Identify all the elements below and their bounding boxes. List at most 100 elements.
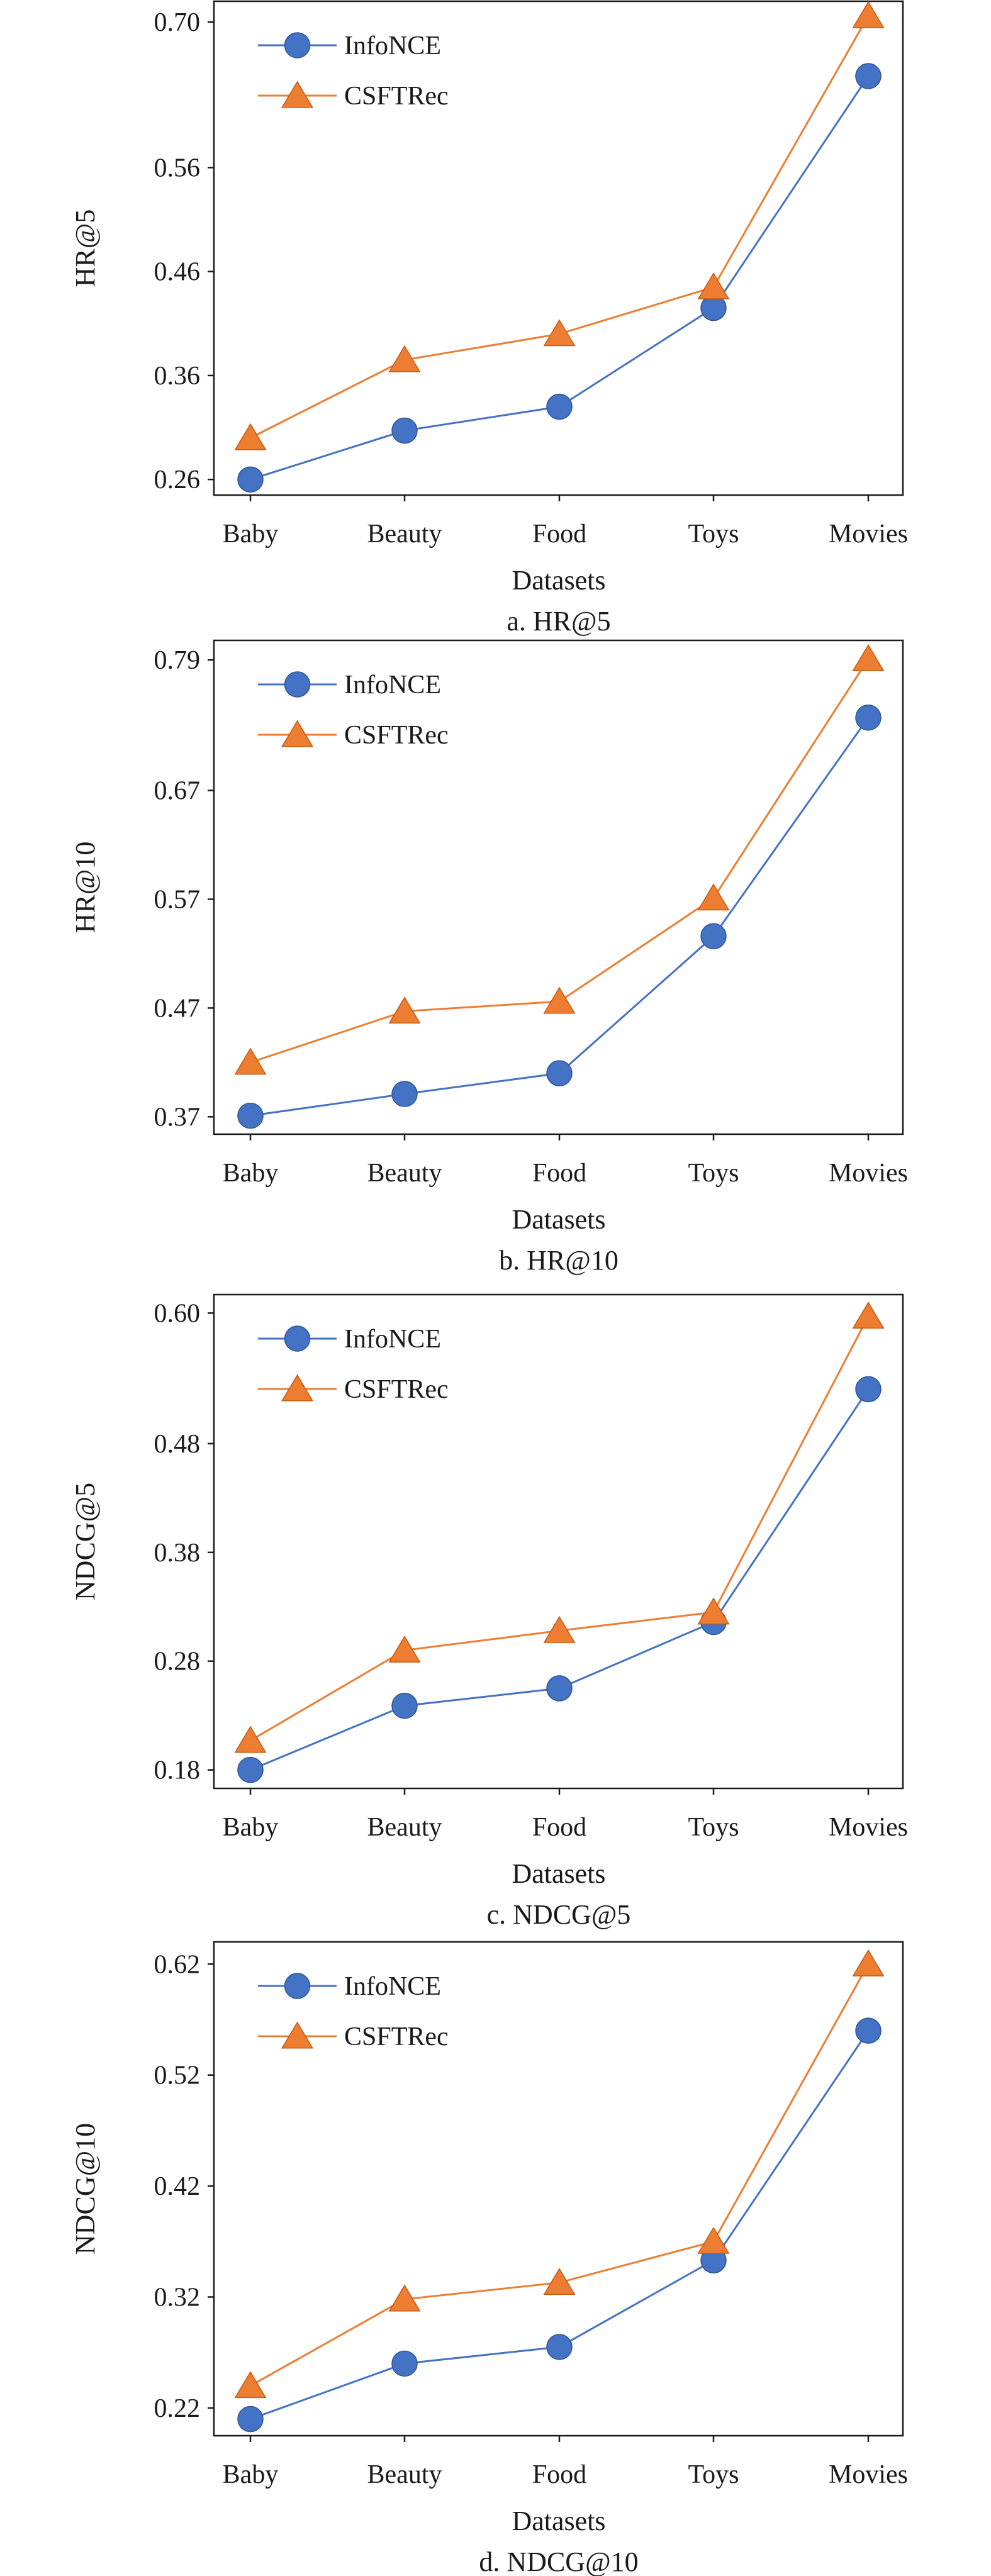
data-point-csftrec <box>697 883 730 911</box>
y-tick-label: 0.52 <box>154 2061 201 2090</box>
data-point-csftrec <box>388 1635 421 1663</box>
chart-panel-1: 0.26 0.36 0.46 0.56 0.70 Baby Beauty Food Toys Mo… <box>70 0 908 637</box>
data-point-csftrec <box>234 1726 267 1753</box>
data-point-csftrec <box>388 2284 421 2312</box>
y-axis-title: NDCG@10 <box>70 2123 101 2255</box>
data-point-infonce <box>237 2406 264 2433</box>
y-tick-label: 0.70 <box>154 8 201 37</box>
legend-marker-csftrec <box>281 81 314 108</box>
y-tick-label: 0.26 <box>154 466 201 494</box>
y-tick-label: 0.57 <box>154 886 201 915</box>
data-point-infonce <box>391 1692 418 1719</box>
data-point-csftrec <box>697 2226 730 2254</box>
legend-marker-infonce <box>284 671 311 698</box>
series-line-infonce <box>250 716 870 1117</box>
data-point-infonce <box>855 2017 882 2044</box>
x-tick-label: Movies <box>829 1159 908 1188</box>
y-tick-label: 0.38 <box>154 1539 201 1568</box>
legend-marker-csftrec <box>281 1374 314 1402</box>
legend-marker-infonce <box>284 1973 311 1999</box>
data-point-csftrec <box>697 1597 730 1625</box>
legend-label-csftrec: CSFTRec <box>344 2022 449 2051</box>
x-tick-label: Baby <box>223 520 279 549</box>
x-axis-title: Datasets <box>512 565 605 596</box>
data-point-csftrec <box>543 1615 576 1643</box>
legend-marker-infonce <box>284 32 311 59</box>
legend-label-csftrec: CSFTRec <box>344 1375 449 1404</box>
data-point-csftrec <box>234 423 267 450</box>
x-tick-label: Food <box>532 520 586 549</box>
data-point-csftrec <box>543 986 576 1014</box>
y-tick-label: 0.37 <box>154 1103 201 1132</box>
x-axis-title: Datasets <box>512 1204 605 1235</box>
x-tick-label: Movies <box>829 520 908 549</box>
data-point-infonce <box>237 1756 264 1783</box>
y-tick-label: 0.67 <box>154 777 201 806</box>
x-tick-label: Beauty <box>367 2460 442 2489</box>
x-axis-title: Datasets <box>512 2506 605 2536</box>
x-tick-label: Food <box>532 1159 586 1188</box>
y-tick-label: 0.47 <box>154 994 201 1023</box>
y-axis-title: HR@5 <box>70 209 101 287</box>
x-tick-label: Baby <box>223 1159 279 1188</box>
y-tick-label: 0.46 <box>154 258 201 287</box>
data-point-csftrec <box>852 1949 885 1977</box>
x-tick-label: Toys <box>688 1159 739 1188</box>
x-tick-label: Beauty <box>367 1159 442 1188</box>
x-tick-label: Baby <box>223 1813 279 1842</box>
x-tick-label: Movies <box>829 1813 908 1842</box>
series-line-infonce <box>250 1388 870 1771</box>
data-point-csftrec <box>697 272 730 299</box>
series-line-csftrec <box>250 15 870 439</box>
chart-caption: c. NDCG@5 <box>487 1899 631 1930</box>
y-tick-label: 0.18 <box>154 1756 201 1785</box>
plot-frame <box>213 1293 904 1790</box>
data-point-csftrec <box>388 345 421 372</box>
data-point-csftrec <box>234 1047 267 1075</box>
legend-label-csftrec: CSFTRec <box>344 82 449 111</box>
data-point-csftrec <box>388 996 421 1024</box>
y-tick-label: 0.22 <box>154 2394 201 2423</box>
y-tick-label: 0.32 <box>154 2283 201 2312</box>
x-tick-label: Food <box>532 1813 586 1842</box>
data-point-infonce <box>237 466 264 493</box>
y-tick-label: 0.79 <box>154 646 201 675</box>
data-point-infonce <box>546 1675 573 1702</box>
data-point-infonce <box>237 1102 264 1129</box>
plot-frame <box>213 639 904 1135</box>
y-tick-label: 0.62 <box>154 1950 201 1979</box>
legend-label-infonce: InfoNCE <box>344 31 441 60</box>
data-point-infonce <box>391 2350 418 2377</box>
data-point-csftrec <box>543 319 576 347</box>
legend-label-infonce: InfoNCE <box>344 671 441 700</box>
data-point-infonce <box>546 393 573 420</box>
data-point-csftrec <box>852 1 885 28</box>
plot-frame <box>213 0 904 496</box>
x-tick-label: Toys <box>688 2460 739 2489</box>
data-point-infonce <box>855 705 882 731</box>
legend-marker-csftrec <box>281 720 314 747</box>
x-tick-label: Toys <box>688 1813 739 1842</box>
chart-caption: b. HR@10 <box>499 1245 619 1276</box>
legend-marker-csftrec <box>281 2021 314 2049</box>
series-line-infonce <box>250 2030 870 2420</box>
series-line-csftrec <box>250 1963 870 2387</box>
chart-panel-2: 0.37 0.47 0.57 0.67 0.79 Baby Beauty Food Toys Mo… <box>70 639 908 1276</box>
data-point-infonce <box>391 1081 418 1107</box>
x-tick-label: Beauty <box>367 520 442 549</box>
plot-frame <box>213 1941 904 2437</box>
legend-label-csftrec: CSFTRec <box>344 721 449 750</box>
y-tick-label: 0.48 <box>154 1430 201 1459</box>
data-point-infonce <box>855 1376 882 1403</box>
data-point-infonce <box>391 417 418 444</box>
y-tick-label: 0.60 <box>154 1299 201 1328</box>
legend-marker-infonce <box>284 1325 311 1352</box>
y-tick-label: 0.36 <box>154 362 201 391</box>
y-axis-title: HR@10 <box>70 842 101 934</box>
legend-label-infonce: InfoNCE <box>344 1972 441 2001</box>
data-point-csftrec <box>852 644 885 671</box>
data-point-csftrec <box>543 2268 576 2295</box>
x-tick-label: Baby <box>223 2460 279 2489</box>
chart-caption: d. NDCG@10 <box>479 2546 638 2576</box>
